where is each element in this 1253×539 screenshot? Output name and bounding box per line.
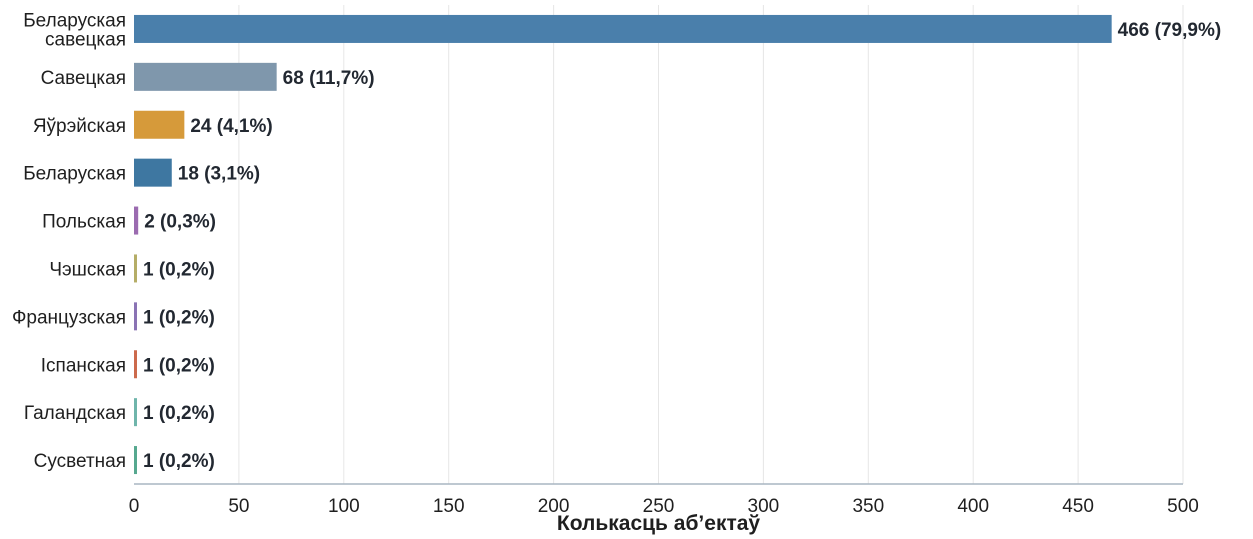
bar xyxy=(134,398,137,427)
bar xyxy=(134,158,172,187)
data-label: 68 (11,7%) xyxy=(283,68,375,89)
category-labels: Беларуская савецкая Савецкая Яўрэйская Белар… xyxy=(12,10,126,472)
category-label: Чэшская xyxy=(49,259,126,280)
category-label: Яўрэйская xyxy=(33,116,126,137)
category-label: Іспанская xyxy=(41,355,126,376)
bar xyxy=(134,62,277,91)
category-label: Галандская xyxy=(24,403,126,424)
x-tick-label: 200 xyxy=(538,496,570,517)
data-label: 466 (79,9%) xyxy=(1118,20,1222,41)
x-tick-label: 500 xyxy=(1167,496,1199,517)
bar xyxy=(134,110,185,139)
bar xyxy=(134,254,137,283)
data-label: 1 (0,2%) xyxy=(143,403,215,424)
category-label: Савецкая xyxy=(41,68,126,89)
bar xyxy=(134,350,137,379)
x-tick-label: 400 xyxy=(957,496,989,517)
category-label: Французская xyxy=(12,307,126,328)
x-axis-title: Колькасць аб’ектаў xyxy=(557,512,761,535)
x-tick-label: 0 xyxy=(129,496,140,517)
x-tick-label: 450 xyxy=(1062,496,1094,517)
x-tick-label: 350 xyxy=(852,496,884,517)
category-label: Беларуская xyxy=(23,164,126,185)
bars xyxy=(134,14,1112,475)
x-tick-label: 300 xyxy=(748,496,780,517)
data-label: 24 (4,1%) xyxy=(190,116,272,137)
bar xyxy=(134,446,137,475)
data-label: 1 (0,2%) xyxy=(143,307,215,328)
data-label: 2 (0,3%) xyxy=(144,212,216,233)
category-label: Беларуская савецкая xyxy=(23,10,126,50)
x-tick-label: 50 xyxy=(228,496,249,517)
data-label: 1 (0,2%) xyxy=(143,451,215,472)
data-label: 1 (0,2%) xyxy=(143,355,215,376)
category-label: Сусветная xyxy=(34,451,126,472)
grid-lines xyxy=(238,5,1184,484)
data-label: 1 (0,2%) xyxy=(143,259,215,280)
data-label: 18 (3,1%) xyxy=(178,164,260,185)
data-labels: 466 (79,9%) 68 (11,7%) 24 (4,1%) 18 (3,1%) 2… xyxy=(143,20,1221,472)
x-tick-label: 100 xyxy=(328,496,360,517)
x-tick-label: 250 xyxy=(643,496,675,517)
x-tick-label: 150 xyxy=(433,496,465,517)
bar xyxy=(134,302,137,331)
bar xyxy=(134,14,1112,43)
bar xyxy=(134,206,139,235)
x-axis-ticks: 0 50 100 150 200 250 300 350 400 450 500 xyxy=(129,496,1199,517)
category-label: Польская xyxy=(42,212,126,233)
